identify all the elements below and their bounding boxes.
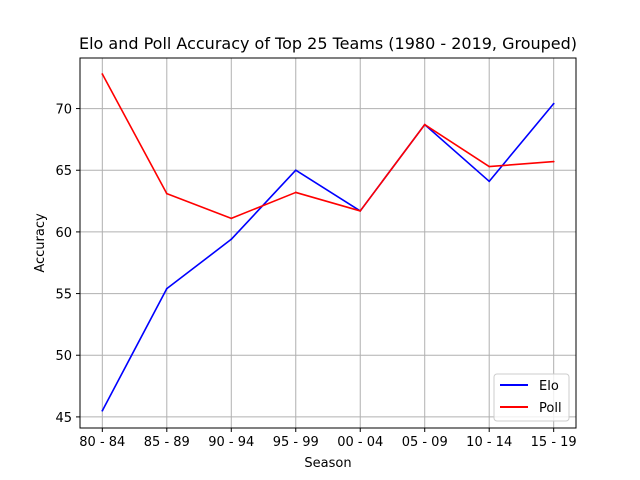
data-point-elo <box>488 180 491 183</box>
data-point-poll <box>552 160 555 163</box>
data-point-poll <box>294 191 297 194</box>
x-tick-label: 05 - 09 <box>402 435 448 450</box>
x-tick-label: 90 - 94 <box>208 435 254 450</box>
series-lines <box>101 73 555 412</box>
data-point-poll <box>488 165 491 168</box>
x-tick-label: 85 - 89 <box>144 435 190 450</box>
legend-label-poll: Poll <box>539 401 562 416</box>
data-point-poll <box>359 210 362 212</box>
y-tick-label: 45 <box>55 411 72 426</box>
x-tick-label: 15 - 19 <box>531 435 577 450</box>
data-point-poll <box>101 73 104 75</box>
x-tick-label: 10 - 14 <box>466 435 512 450</box>
legend: Elo Poll <box>493 373 570 422</box>
x-axis-ticks: 80 - 84 85 - 89 90 - 94 95 - 99 00 - 04 05 - … <box>79 428 577 450</box>
y-tick-label: 55 <box>55 288 72 303</box>
grid-lines <box>80 58 576 428</box>
data-point-elo <box>552 102 555 105</box>
data-point-elo <box>101 409 104 412</box>
data-point-poll <box>165 192 168 195</box>
y-tick-label: 60 <box>55 226 72 241</box>
data-point-elo <box>294 169 297 172</box>
y-tick-label: 65 <box>55 164 72 179</box>
x-tick-label: 95 - 99 <box>273 435 319 450</box>
x-tick-label: 00 - 04 <box>337 435 383 450</box>
legend-label-elo: Elo <box>539 379 559 394</box>
chart-title: Elo and Poll Accuracy of Top 25 Teams (1… <box>79 34 577 53</box>
data-point-poll <box>230 217 233 220</box>
series-line-poll <box>101 73 554 220</box>
plot-frame <box>79 57 577 429</box>
y-tick-label: 70 <box>55 103 72 118</box>
series-line-elo <box>101 103 555 412</box>
y-axis-label: Accuracy <box>33 213 48 273</box>
data-point-poll <box>423 123 426 126</box>
x-axis-label: Season <box>304 456 351 471</box>
data-point-elo <box>230 238 233 241</box>
x-tick-label: 80 - 84 <box>79 435 125 450</box>
y-axis-ticks: 45 50 55 60 65 70 <box>55 103 80 426</box>
y-tick-label: 50 <box>55 349 72 364</box>
data-point-elo <box>165 287 168 290</box>
